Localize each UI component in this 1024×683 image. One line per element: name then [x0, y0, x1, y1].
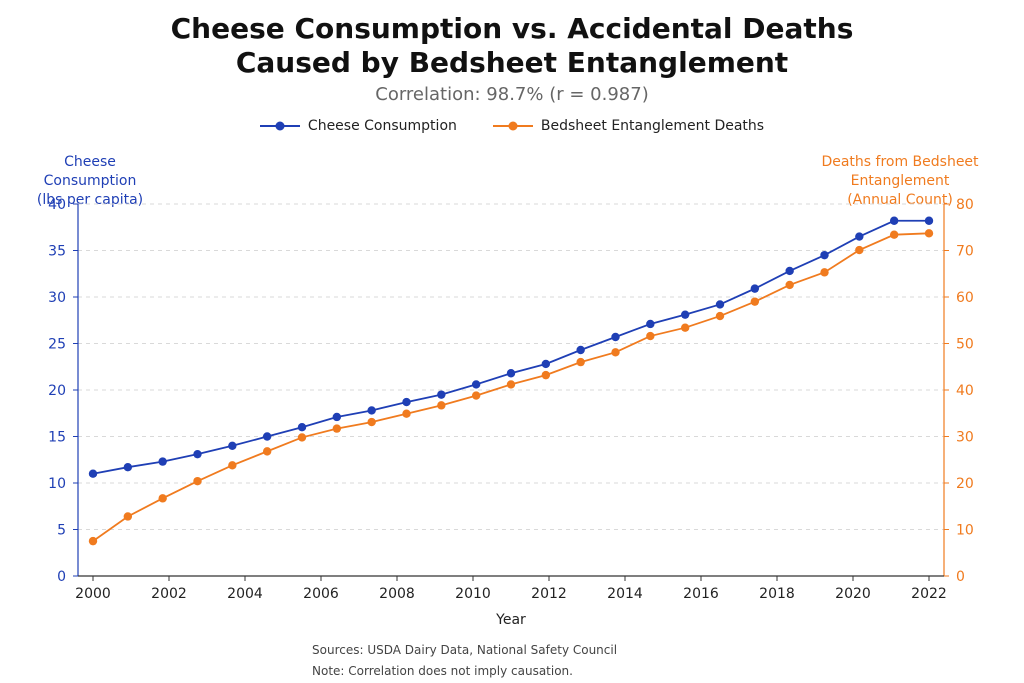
right-axis-tick-label: 20: [956, 476, 974, 492]
x-axis-tick-label: 2016: [683, 586, 719, 602]
data-point-deaths: [402, 409, 411, 418]
x-axis-tick-label: 2018: [759, 586, 795, 602]
data-point-deaths: [785, 280, 794, 290]
data-point-deaths: [437, 401, 446, 410]
data-point-cheese: [924, 216, 934, 225]
right-axis-tick-label: 80: [956, 197, 974, 213]
data-point-cheese: [820, 250, 829, 260]
chart-title-line-1: Cheese Consumption vs. Accidental Deaths: [170, 12, 854, 45]
data-point-deaths: [820, 268, 829, 277]
left-axis-tick-label: 40: [48, 197, 66, 213]
data-point-cheese: [680, 310, 690, 319]
left-axis-title-line-1: Cheese Consumption: [43, 154, 137, 189]
footer-sources: Sources: USDA Dairy Data, National Safet…: [312, 643, 618, 657]
x-axis-tick-label: 2014: [607, 586, 643, 602]
data-point-deaths: [262, 447, 272, 456]
left-axis-tick-label: 30: [48, 290, 66, 306]
footer-note: Note: Correlation does not imply causati…: [312, 664, 573, 678]
data-point-cheese: [193, 449, 202, 459]
x-axis-tick-label: 2006: [303, 586, 339, 602]
x-axis-tick-label: 2004: [227, 586, 263, 602]
left-axis-tick-label: 15: [48, 430, 66, 446]
data-point-cheese: [367, 406, 376, 415]
data-point-deaths: [924, 229, 934, 238]
legend-item-cheese: Cheese Consumption: [259, 118, 457, 134]
data-point-cheese: [646, 319, 655, 329]
left-axis-title-line-2: (lbs per capita): [36, 192, 144, 208]
data-point-cheese: [158, 457, 167, 466]
data-point-cheese: [437, 390, 446, 399]
x-axis-tick-label: 2002: [151, 586, 187, 602]
data-point-cheese: [855, 232, 864, 241]
chart-title-line-2: Caused by Bedsheet Entanglement: [235, 46, 789, 79]
right-axis-tick-label: 50: [956, 337, 974, 353]
data-point-deaths: [332, 424, 342, 433]
right-axis-tick-label: 30: [956, 430, 974, 446]
x-axis-tick-label: 2012: [531, 586, 567, 602]
legend-label-cheese: Cheese Consumption: [307, 118, 457, 134]
data-point-cheese: [750, 284, 760, 293]
data-point-cheese: [332, 412, 342, 422]
data-point-deaths: [855, 245, 864, 255]
data-point-cheese: [576, 345, 585, 355]
data-point-deaths: [680, 323, 690, 332]
data-point-cheese: [471, 380, 481, 389]
data-point-cheese: [228, 441, 237, 450]
data-point-cheese: [506, 369, 516, 378]
x-axis-title: Year: [495, 612, 526, 628]
data-point-deaths: [576, 357, 585, 367]
x-axis-tick-label: 2000: [75, 586, 111, 602]
right-axis-tick-label: 0: [956, 569, 965, 585]
data-point-deaths: [506, 380, 516, 389]
right-axis-title-line-1: Deaths from Bedsheet Entanglement: [821, 154, 979, 189]
legend-swatch-cheese-icon: [259, 121, 300, 131]
x-axis-tick-label: 2010: [455, 586, 491, 602]
right-axis-tick-label: 70: [956, 244, 974, 260]
data-point-cheese: [262, 432, 272, 441]
data-point-cheese: [541, 359, 551, 369]
right-axis-tick-label: 10: [956, 523, 974, 539]
chart-subtitle: Correlation: 98.7% (r = 0.987): [375, 84, 649, 105]
legend-label-deaths: Bedsheet Entanglement Deaths: [540, 118, 765, 134]
left-axis-tick-label: 5: [57, 523, 66, 539]
x-axis-tick-label: 2008: [379, 586, 415, 602]
data-point-deaths: [541, 370, 551, 380]
data-point-deaths: [889, 230, 899, 239]
legend-item-deaths: Bedsheet Entanglement Deaths: [492, 118, 765, 134]
right-axis-tick-label: 60: [956, 290, 974, 306]
data-point-deaths: [715, 311, 725, 321]
data-point-deaths: [123, 512, 133, 521]
legend: Cheese Consumption Bedsheet Entanglement…: [0, 118, 1024, 134]
data-point-deaths: [228, 461, 237, 470]
data-point-deaths: [646, 331, 655, 341]
data-point-deaths: [193, 476, 202, 486]
data-point-cheese: [611, 332, 620, 342]
left-axis-tick-label: 0: [57, 569, 66, 585]
left-axis-tick-label: 25: [48, 337, 66, 353]
data-point-deaths: [471, 391, 481, 400]
data-point-deaths: [750, 297, 760, 306]
data-point-deaths: [611, 348, 620, 357]
data-point-cheese: [402, 397, 411, 407]
data-point-cheese: [123, 462, 133, 472]
data-point-cheese: [88, 469, 98, 478]
data-point-deaths: [297, 433, 307, 442]
left-axis-tick-label: 10: [48, 476, 66, 492]
left-axis-tick-label: 35: [48, 244, 66, 260]
series-line-cheese: [92, 219, 929, 475]
data-point-deaths: [158, 494, 167, 503]
data-point-cheese: [785, 266, 794, 276]
data-point-deaths: [88, 536, 98, 546]
x-axis-tick-label: 2022: [911, 586, 947, 602]
data-point-cheese: [297, 423, 307, 432]
data-point-cheese: [889, 216, 899, 225]
x-axis-tick-label: 2020: [835, 586, 871, 602]
left-axis-tick-label: 20: [48, 383, 66, 399]
legend-swatch-deaths-icon: [492, 121, 533, 131]
left-axis-title: Cheese Consumption (lbs per capita): [30, 153, 150, 210]
data-point-deaths: [367, 417, 376, 427]
data-point-cheese: [715, 300, 725, 309]
right-axis-tick-label: 40: [956, 383, 974, 399]
